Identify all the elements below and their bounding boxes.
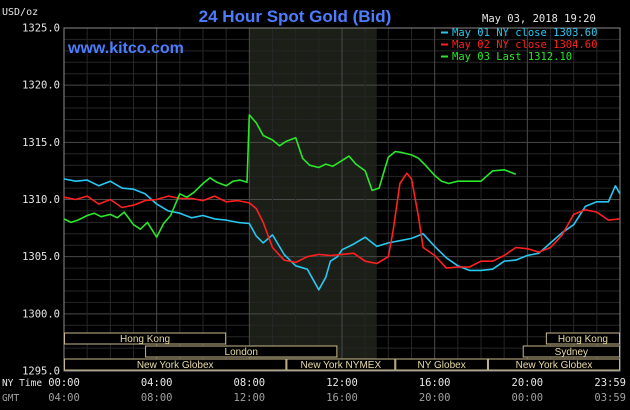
- chart-date: May 03, 2018 19:20: [482, 13, 596, 25]
- market-bar: [145, 345, 338, 358]
- x-tick-label: 20:00: [512, 377, 544, 389]
- x-row-name: GMT: [2, 393, 19, 404]
- market-bar: [286, 358, 396, 371]
- x-tick-label: 04:00: [141, 377, 173, 389]
- x-tick-label: 20:00: [419, 392, 451, 404]
- y-axis-ticks: 1325.0 1320.0 1315.0 1310.0 1305.0 1300.0 1295…: [22, 23, 60, 378]
- market-label: New York Globex: [516, 360, 593, 371]
- market-bar: [64, 332, 227, 345]
- y-tick-label: 1320.0: [22, 80, 60, 92]
- legend-entry: May 03 Last 1312.10: [452, 51, 572, 63]
- x-axis-ticks: NY Time 00:00 04:00 08:00 12:00 16:00 20:00 23:…: [2, 377, 626, 404]
- legend-entry: May 02 NY close 1304.60: [452, 39, 597, 51]
- x-tick-label: 08:00: [234, 377, 266, 389]
- series-lines: [63, 114, 621, 291]
- market-label: Hong Kong: [558, 334, 608, 345]
- y-tick-label: 1315.0: [22, 137, 60, 149]
- market-label: New York Globex: [137, 360, 214, 371]
- y-tick-label: 1295.0: [22, 366, 60, 378]
- x-tick-label: 23:59: [594, 377, 626, 389]
- series-line-2: [63, 172, 621, 269]
- y-tick-label: 1300.0: [22, 308, 60, 320]
- x-tick-label: 12:00: [326, 377, 358, 389]
- market-label: Sydney: [555, 347, 588, 358]
- market-bar: [545, 332, 620, 345]
- plot-frame: [63, 27, 621, 372]
- market-label: London: [225, 347, 258, 358]
- x-tick-label: 00:00: [512, 392, 544, 404]
- market-label: New York NYMEX: [301, 360, 382, 371]
- market-label: NY Globex: [418, 360, 466, 371]
- x-row-name: NY Time: [2, 378, 42, 389]
- y-tick-label: 1305.0: [22, 251, 60, 263]
- market-bar: [487, 358, 621, 371]
- watermark-url: www.kitco.com: [67, 40, 184, 57]
- market-label: Hong Kong: [120, 334, 170, 345]
- y-tick-label: 1310.0: [22, 194, 60, 206]
- x-tick-label: 16:00: [326, 392, 358, 404]
- series-line-1: [63, 178, 621, 291]
- x-tick-label: 00:00: [48, 377, 80, 389]
- chart-title: 24 Hour Spot Gold (Bid): [199, 7, 392, 26]
- market-bar: [522, 345, 621, 358]
- x-tick-label: 03:59: [594, 392, 626, 404]
- market-hours-bars: Hong Kong Hong Kong London Sydney New York G…: [64, 332, 621, 371]
- x-tick-label: 08:00: [141, 392, 173, 404]
- market-bar: [395, 358, 488, 371]
- y-axis-label: USD/oz: [2, 7, 38, 18]
- x-tick-label: 16:00: [419, 377, 451, 389]
- market-bar: [64, 358, 287, 371]
- legend-entry: May 01 NY close 1303.60: [452, 27, 597, 39]
- series-line-3: [63, 114, 517, 238]
- y-tick-label: 1325.0: [22, 23, 60, 35]
- x-tick-label: 04:00: [48, 392, 80, 404]
- x-tick-label: 12:00: [234, 392, 266, 404]
